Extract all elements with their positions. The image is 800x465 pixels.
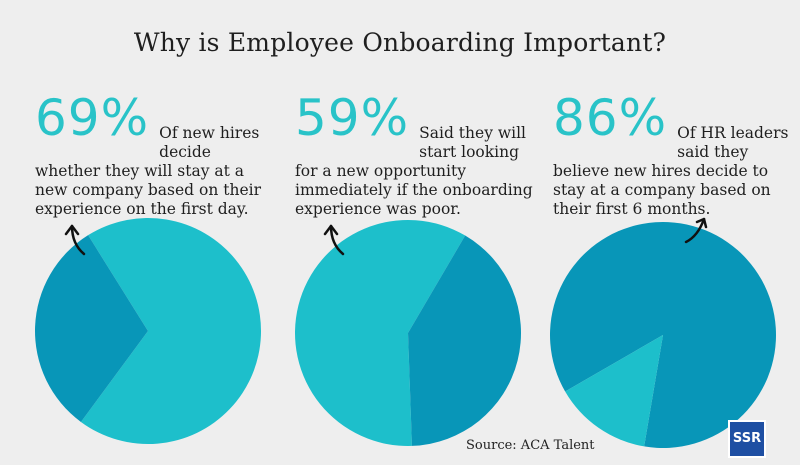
stat-value-1: 69% — [35, 89, 150, 147]
pie-2-slice-2 — [408, 235, 521, 446]
stat-value-2: 59% — [295, 89, 410, 147]
pie-2-slice-1 — [295, 219, 466, 446]
page-title: Why is Employee Onboarding Important? — [133, 28, 667, 57]
pie-chart-1 — [35, 218, 262, 444]
stat-panel-1: 69% Of new hires decide whether they wil… — [35, 92, 280, 232]
pie-1-slice-1 — [80, 218, 262, 444]
arrow-icon-3 — [684, 217, 706, 244]
stat-text-3: Of HR leaders said they believe new hire… — [553, 124, 789, 218]
arrow-icon-2 — [329, 224, 345, 256]
arrow-icon-1 — [70, 224, 86, 256]
pie-1-slice-2 — [35, 235, 149, 422]
stat-panel-2: 59% Said they will start looking for a n… — [295, 92, 540, 232]
pie-3-slice-1 — [549, 221, 776, 448]
source-note: Source: ACA Talent — [466, 438, 595, 453]
stat-value-3: 86% — [553, 89, 668, 147]
arrow-head-icon-1 — [64, 224, 80, 236]
stat-panel-3: 86% Of HR leaders said they believe new … — [553, 92, 798, 232]
arrow-head-icon-3 — [695, 217, 708, 229]
pie-3-slice-2 — [565, 335, 663, 447]
arrow-head-icon-2 — [323, 224, 339, 236]
pie-chart-3 — [549, 221, 776, 448]
stat-text-1: Of new hires decide whether they will st… — [35, 124, 262, 218]
stat-text-2: Said they will start looking for a new o… — [295, 124, 533, 218]
pie-chart-2 — [295, 219, 521, 446]
ssr-logo: SSR — [728, 420, 766, 458]
